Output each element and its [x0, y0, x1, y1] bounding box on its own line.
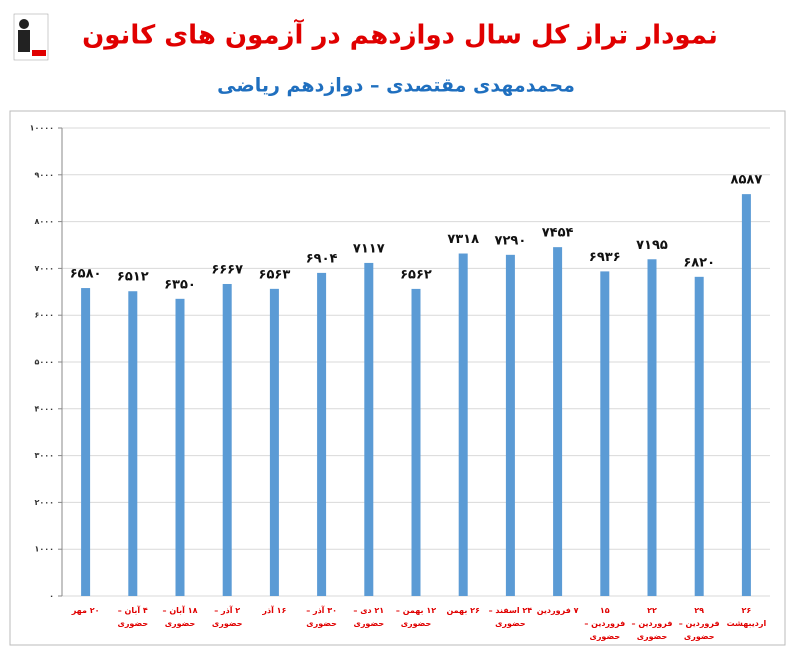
data-label: ۶۵۱۲: [117, 270, 149, 285]
y-tick-label: ۰: [49, 592, 54, 601]
x-tick-label: ۲۶ بهمن: [446, 606, 480, 615]
y-tick-label: ۱۰۰۰۰: [30, 124, 54, 133]
data-label: ۶۹۰۴: [306, 251, 338, 266]
data-label: ۷۱۱۷: [353, 241, 385, 256]
bar: [741, 194, 751, 596]
y-tick-label: ۸۰۰۰: [34, 217, 54, 226]
data-label: ۷۳۱۸: [447, 232, 479, 247]
data-label: ۷۴۵۴: [542, 226, 574, 241]
x-tick-label: ۱۸ آبان – حضوری: [162, 606, 198, 628]
data-label: ۶۸۲۰: [683, 255, 715, 270]
data-label: ۶۶۶۷: [211, 262, 243, 277]
y-tick-label: ۵۰۰۰: [34, 358, 54, 367]
bar: [222, 283, 232, 596]
bar: [364, 262, 374, 596]
bar: [269, 288, 279, 596]
bar: [458, 253, 468, 597]
chart-frame: [9, 110, 786, 646]
bar: [553, 247, 563, 596]
x-tick-label: ۲۰ مهر: [71, 606, 100, 615]
y-tick-label: ۴۰۰۰: [34, 404, 54, 413]
bar: [505, 254, 515, 596]
bar: [647, 259, 657, 596]
bar: [81, 288, 91, 596]
data-label: ۷۱۹۵: [636, 238, 668, 253]
y-tick-label: ۲۰۰۰: [34, 498, 54, 507]
x-tick-label: ۱۲ بهمن – حضوری: [395, 606, 437, 628]
x-tick-label: ۱۶ آذر: [262, 606, 287, 615]
x-tick-label: ۲۴ اسفند – حضوری: [488, 606, 533, 628]
data-label: ۷۲۹۰: [495, 233, 527, 248]
bar: [411, 288, 421, 596]
data-label: ۶۳۵۰: [164, 277, 196, 292]
y-tick-label: ۱۰۰۰: [34, 545, 54, 554]
y-tick-label: ۹۰۰۰: [34, 170, 54, 179]
x-tick-label: ۲۲ فروردین – حضوری: [631, 606, 673, 641]
bar: [694, 276, 704, 596]
x-tick-label: ۲ آذر – حضوری: [211, 606, 243, 628]
x-tick-label: ۲۹ فروردین – حضوری: [678, 606, 720, 641]
data-label: ۸۵۸۷: [731, 173, 763, 188]
data-label: ۶۵۸۰: [70, 267, 102, 282]
bar: [317, 272, 327, 596]
data-label: ۶۹۳۶: [589, 250, 621, 265]
y-tick-label: ۷۰۰۰: [34, 264, 54, 273]
chart-subtitle: محمدمهدی مقتصدی – دوازدهم ریاضی: [217, 75, 575, 97]
y-tick-label: ۶۰۰۰: [34, 311, 54, 320]
x-tick-label: ۳۰ آذر – حضوری: [306, 606, 337, 628]
logo: [13, 13, 49, 61]
x-tick-label: ۴ آبان – حضوری: [117, 606, 149, 628]
x-tick-label: ۲۶ اردیبهشت: [726, 606, 767, 628]
bar: [600, 271, 610, 596]
data-label: ۶۵۶۳: [259, 267, 291, 282]
bar: [128, 291, 138, 596]
bar: [175, 298, 185, 596]
x-tick-label: ۲۱ دی – حضوری: [353, 606, 385, 628]
x-tick-label: ۱۵ فروردین – حضوری: [584, 606, 626, 641]
chart-title: نمودار تراز کل سال دوازدهم در آزمون های …: [82, 19, 718, 51]
data-label: ۶۵۶۲: [400, 267, 432, 282]
y-tick-label: ۳۰۰۰: [34, 451, 54, 460]
x-tick-label: ۷ فروردین: [536, 606, 579, 615]
